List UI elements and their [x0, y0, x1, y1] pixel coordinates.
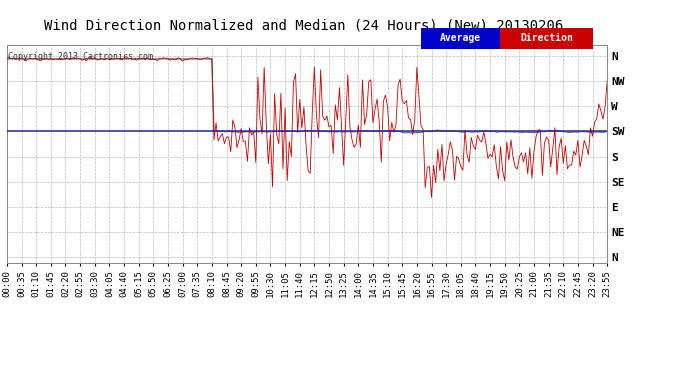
Text: Direction: Direction [520, 33, 573, 44]
Text: Wind Direction Normalized and Median (24 Hours) (New) 20130206: Wind Direction Normalized and Median (24… [44, 19, 563, 33]
Text: Copyright 2013 Cartronics.com: Copyright 2013 Cartronics.com [8, 51, 153, 60]
Text: Average: Average [440, 33, 481, 44]
